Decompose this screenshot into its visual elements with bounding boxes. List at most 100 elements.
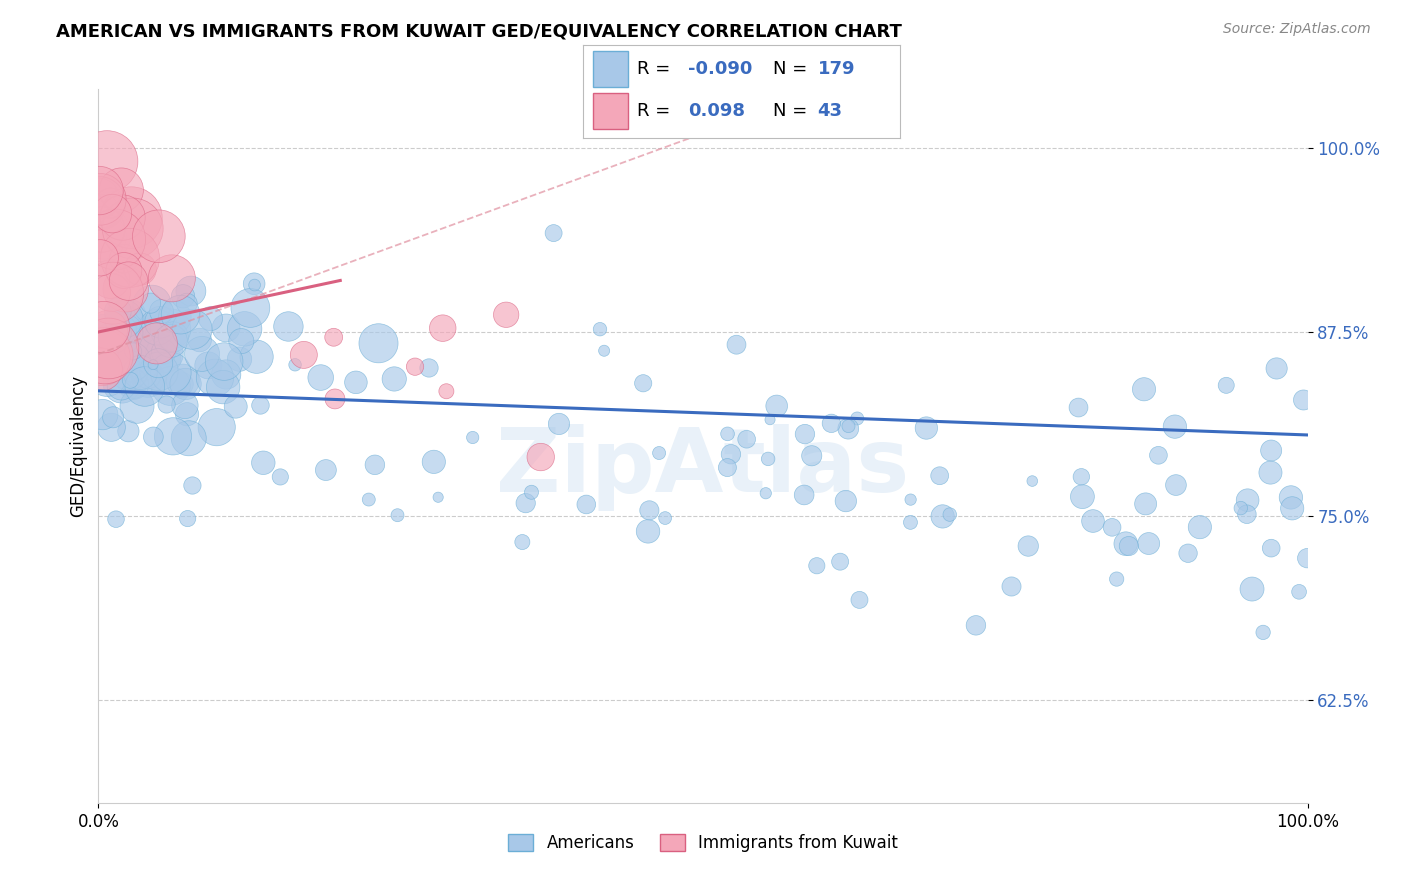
Point bbox=[720, 447, 742, 461]
Point bbox=[146, 320, 169, 334]
Point bbox=[136, 369, 159, 384]
Point bbox=[104, 232, 127, 246]
Point bbox=[1260, 466, 1282, 480]
Point bbox=[931, 509, 953, 524]
Point bbox=[111, 211, 134, 225]
Point bbox=[515, 496, 537, 510]
Point bbox=[589, 322, 612, 336]
Point bbox=[830, 555, 852, 569]
Point bbox=[134, 379, 156, 393]
Point bbox=[122, 344, 145, 359]
Point bbox=[231, 334, 253, 348]
Point bbox=[239, 301, 262, 315]
Point bbox=[215, 321, 238, 335]
Legend: Americans, Immigrants from Kuwait: Americans, Immigrants from Kuwait bbox=[502, 827, 904, 859]
Point bbox=[1188, 520, 1211, 534]
Point bbox=[101, 410, 124, 425]
Point bbox=[121, 221, 143, 235]
Point bbox=[243, 277, 266, 291]
Point bbox=[1164, 478, 1187, 492]
Point bbox=[155, 397, 177, 411]
Point bbox=[725, 337, 748, 351]
Point bbox=[1240, 582, 1263, 596]
Point bbox=[107, 304, 129, 318]
Text: 43: 43 bbox=[818, 102, 842, 120]
Point bbox=[93, 325, 115, 339]
Point bbox=[152, 344, 174, 359]
Point bbox=[112, 312, 135, 326]
Point bbox=[1017, 539, 1039, 553]
Text: N =: N = bbox=[773, 60, 813, 78]
Point bbox=[716, 426, 738, 441]
Point bbox=[162, 429, 184, 443]
Point bbox=[136, 339, 159, 353]
Point bbox=[637, 524, 659, 539]
Bar bbox=[593, 51, 627, 87]
Point bbox=[794, 427, 817, 442]
Point bbox=[915, 421, 938, 435]
Point bbox=[593, 343, 616, 358]
Point bbox=[176, 407, 198, 421]
Point bbox=[1147, 448, 1170, 462]
Point bbox=[101, 286, 124, 301]
Point bbox=[129, 262, 152, 277]
Point bbox=[100, 196, 122, 211]
Text: N =: N = bbox=[773, 102, 813, 120]
Point bbox=[191, 347, 214, 361]
Point bbox=[118, 251, 141, 265]
Point bbox=[1260, 541, 1282, 556]
Point bbox=[1215, 378, 1237, 392]
Point bbox=[1288, 584, 1310, 599]
Point bbox=[117, 274, 139, 288]
Point bbox=[115, 319, 138, 334]
Point bbox=[96, 370, 118, 384]
Point bbox=[427, 490, 450, 504]
Point bbox=[900, 492, 922, 507]
Point bbox=[111, 377, 134, 392]
Point bbox=[835, 494, 858, 508]
Point bbox=[174, 376, 197, 391]
Point bbox=[169, 308, 191, 322]
Point bbox=[387, 508, 409, 523]
Point bbox=[129, 366, 152, 380]
Point bbox=[148, 364, 170, 378]
Point bbox=[837, 419, 859, 434]
Point bbox=[382, 372, 405, 386]
Point bbox=[1000, 579, 1022, 593]
Point bbox=[153, 347, 176, 361]
Point bbox=[367, 336, 389, 351]
Point bbox=[91, 351, 114, 365]
Point bbox=[142, 358, 165, 372]
Point bbox=[215, 368, 238, 382]
Point bbox=[530, 450, 553, 464]
Point bbox=[1137, 536, 1160, 550]
Point bbox=[150, 304, 173, 318]
Point bbox=[111, 326, 134, 340]
Point bbox=[846, 411, 869, 425]
Point bbox=[159, 334, 181, 348]
Point bbox=[136, 338, 159, 352]
Point bbox=[97, 323, 120, 337]
Point bbox=[112, 263, 135, 277]
Point bbox=[315, 463, 337, 477]
Point bbox=[939, 508, 962, 522]
Point bbox=[136, 371, 159, 385]
Point bbox=[181, 478, 204, 492]
Point bbox=[174, 399, 197, 413]
Point bbox=[110, 379, 132, 393]
Point bbox=[759, 413, 782, 427]
Point bbox=[163, 310, 186, 324]
Point bbox=[309, 370, 332, 384]
Point bbox=[269, 470, 291, 484]
Point bbox=[1281, 501, 1303, 516]
Point bbox=[114, 282, 136, 296]
Point bbox=[136, 372, 159, 386]
Point bbox=[96, 154, 118, 169]
Point bbox=[965, 618, 987, 632]
Point bbox=[181, 322, 204, 336]
Point bbox=[495, 308, 517, 322]
Point bbox=[87, 196, 110, 211]
Point bbox=[1115, 536, 1137, 550]
Point bbox=[246, 350, 269, 364]
Point bbox=[1229, 501, 1251, 516]
